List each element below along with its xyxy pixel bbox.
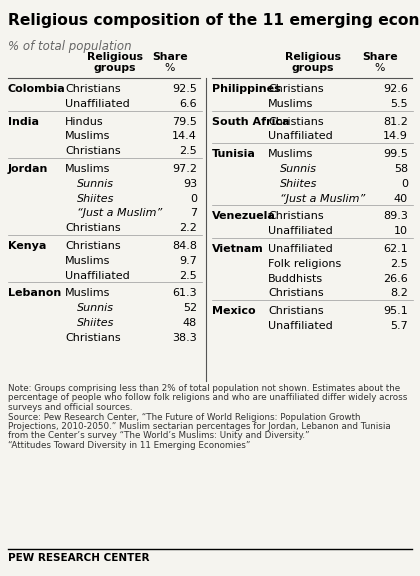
Text: “Just a Muslim”: “Just a Muslim”	[280, 194, 365, 203]
Text: 40: 40	[394, 194, 408, 203]
Text: Christians: Christians	[65, 84, 121, 94]
Text: Unaffiliated: Unaffiliated	[65, 99, 130, 109]
Text: 2.5: 2.5	[390, 259, 408, 269]
Text: 5.7: 5.7	[390, 321, 408, 331]
Text: Lebanon: Lebanon	[8, 289, 61, 298]
Text: Source: Pew Research Center, “The Future of World Religions: Population Growth: Source: Pew Research Center, “The Future…	[8, 412, 360, 422]
Text: 62.1: 62.1	[383, 244, 408, 254]
Text: Vietnam: Vietnam	[212, 244, 264, 254]
Text: 26.6: 26.6	[383, 274, 408, 283]
Text: 14.4: 14.4	[172, 131, 197, 141]
Text: Christians: Christians	[268, 289, 324, 298]
Text: Colombia: Colombia	[8, 84, 66, 94]
Text: 2.5: 2.5	[179, 146, 197, 156]
Text: Christians: Christians	[65, 146, 121, 156]
Text: 9.7: 9.7	[179, 256, 197, 266]
Text: Sunnis: Sunnis	[280, 164, 317, 174]
Text: groups: groups	[292, 63, 334, 73]
Text: 84.8: 84.8	[172, 241, 197, 251]
Text: Jordan: Jordan	[8, 164, 48, 174]
Text: 2.5: 2.5	[179, 271, 197, 281]
Text: 2.2: 2.2	[179, 223, 197, 233]
Text: 61.3: 61.3	[172, 289, 197, 298]
Text: Religious composition of the 11 emerging economies: Religious composition of the 11 emerging…	[8, 13, 420, 28]
Text: Shiites: Shiites	[77, 194, 114, 203]
Text: from the Center’s survey “The World’s Muslims: Unity and Diversity.”: from the Center’s survey “The World’s Mu…	[8, 431, 310, 441]
Text: Muslims: Muslims	[268, 149, 313, 159]
Text: Shiites: Shiites	[77, 318, 114, 328]
Text: 7: 7	[190, 209, 197, 218]
Text: 10: 10	[394, 226, 408, 236]
Text: 79.5: 79.5	[172, 116, 197, 127]
Text: Share: Share	[362, 52, 398, 62]
Text: 8.2: 8.2	[390, 289, 408, 298]
Text: Christians: Christians	[268, 306, 324, 316]
Text: 99.5: 99.5	[383, 149, 408, 159]
Text: Christians: Christians	[268, 84, 324, 94]
Text: 95.1: 95.1	[383, 306, 408, 316]
Text: 92.6: 92.6	[383, 84, 408, 94]
Text: Christians: Christians	[268, 116, 324, 127]
Text: Unaffiliated: Unaffiliated	[268, 244, 333, 254]
Text: %: %	[375, 63, 385, 73]
Text: Sunnis: Sunnis	[77, 303, 114, 313]
Text: surveys and official sources.: surveys and official sources.	[8, 403, 132, 412]
Text: Buddhists: Buddhists	[268, 274, 323, 283]
Text: 0: 0	[190, 194, 197, 203]
Text: 81.2: 81.2	[383, 116, 408, 127]
Text: Hindus: Hindus	[65, 116, 104, 127]
Text: 52: 52	[183, 303, 197, 313]
Text: Religious: Religious	[87, 52, 143, 62]
Text: 89.3: 89.3	[383, 211, 408, 221]
Text: Muslims: Muslims	[65, 289, 110, 298]
Text: Muslims: Muslims	[65, 131, 110, 141]
Text: Projections, 2010-2050.” Muslim sectarian percentages for Jordan, Lebanon and Tu: Projections, 2010-2050.” Muslim sectaria…	[8, 422, 391, 431]
Text: 58: 58	[394, 164, 408, 174]
Text: Philippines: Philippines	[212, 84, 281, 94]
Text: Kenya: Kenya	[8, 241, 46, 251]
Text: Mexico: Mexico	[212, 306, 256, 316]
Text: Share: Share	[152, 52, 188, 62]
Text: Folk religions: Folk religions	[268, 259, 341, 269]
Text: South Africa: South Africa	[212, 116, 289, 127]
Text: 97.2: 97.2	[172, 164, 197, 174]
Text: Shiites: Shiites	[280, 179, 318, 189]
Text: 5.5: 5.5	[390, 99, 408, 109]
Text: %: %	[165, 63, 175, 73]
Text: Muslims: Muslims	[65, 256, 110, 266]
Text: groups: groups	[94, 63, 136, 73]
Text: Christians: Christians	[65, 241, 121, 251]
Text: Unaffiliated: Unaffiliated	[268, 321, 333, 331]
Text: 0: 0	[401, 179, 408, 189]
Text: Sunnis: Sunnis	[77, 179, 114, 189]
Text: Unaffiliated: Unaffiliated	[268, 226, 333, 236]
Text: Christians: Christians	[268, 211, 324, 221]
Text: 48: 48	[183, 318, 197, 328]
Text: 92.5: 92.5	[172, 84, 197, 94]
Text: 93: 93	[183, 179, 197, 189]
Text: Unaffiliated: Unaffiliated	[65, 271, 130, 281]
Text: Christians: Christians	[65, 223, 121, 233]
Text: Note: Groups comprising less than 2% of total population not shown. Estimates ab: Note: Groups comprising less than 2% of …	[8, 384, 400, 393]
Text: India: India	[8, 116, 39, 127]
Text: Religious: Religious	[285, 52, 341, 62]
Text: Christians: Christians	[65, 333, 121, 343]
Text: “Just a Muslim”: “Just a Muslim”	[77, 209, 162, 218]
Text: % of total population: % of total population	[8, 40, 131, 53]
Text: PEW RESEARCH CENTER: PEW RESEARCH CENTER	[8, 553, 150, 563]
Text: Unaffiliated: Unaffiliated	[268, 131, 333, 141]
Text: Muslims: Muslims	[65, 164, 110, 174]
Text: percentage of people who follow folk religions and who are unaffiliated differ w: percentage of people who follow folk rel…	[8, 393, 407, 403]
Text: Muslims: Muslims	[268, 99, 313, 109]
Text: Venezuela: Venezuela	[212, 211, 276, 221]
Text: Tunisia: Tunisia	[212, 149, 256, 159]
Text: “Attitudes Toward Diversity in 11 Emerging Economies”: “Attitudes Toward Diversity in 11 Emergi…	[8, 441, 250, 450]
Text: 38.3: 38.3	[172, 333, 197, 343]
Text: 14.9: 14.9	[383, 131, 408, 141]
Text: 6.6: 6.6	[179, 99, 197, 109]
